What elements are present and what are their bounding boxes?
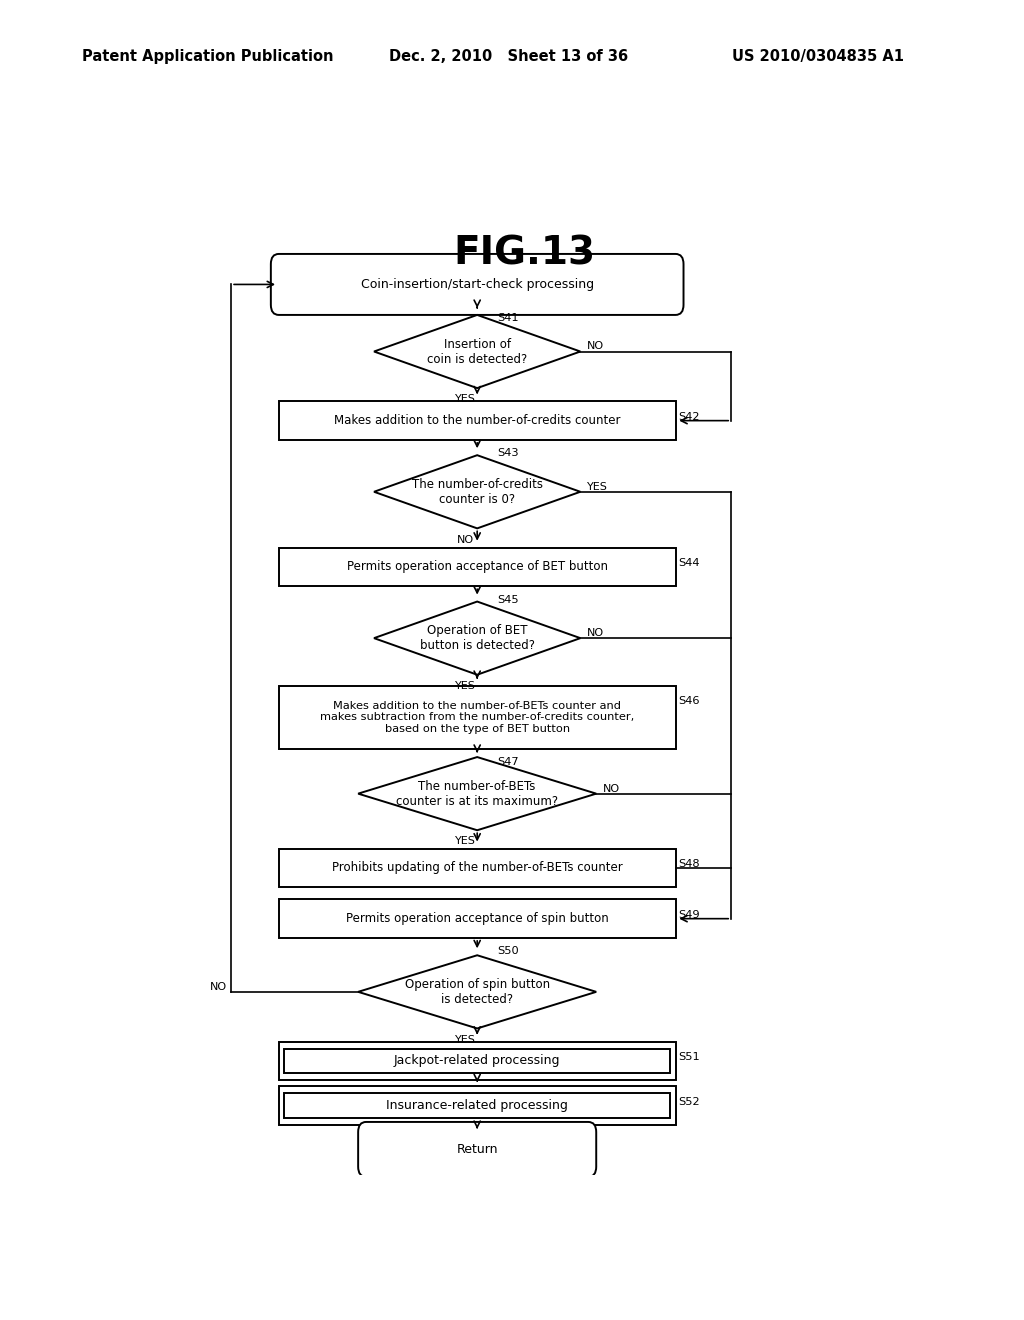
Text: S49: S49 <box>678 909 699 920</box>
Bar <box>279 899 676 939</box>
Text: S45: S45 <box>497 594 518 605</box>
Text: S42: S42 <box>678 412 699 421</box>
Text: S41: S41 <box>497 313 518 323</box>
Text: Return: Return <box>457 1143 498 1156</box>
Text: S44: S44 <box>678 558 699 568</box>
Text: Permits operation acceptance of BET button: Permits operation acceptance of BET butt… <box>347 561 607 573</box>
Text: YES: YES <box>455 681 476 690</box>
Bar <box>279 686 676 748</box>
Text: Operation of BET
button is detected?: Operation of BET button is detected? <box>420 624 535 652</box>
FancyBboxPatch shape <box>270 253 684 315</box>
Text: S51: S51 <box>678 1052 699 1061</box>
Text: S43: S43 <box>497 449 518 458</box>
Text: Dec. 2, 2010   Sheet 13 of 36: Dec. 2, 2010 Sheet 13 of 36 <box>389 49 629 65</box>
Text: FIG.13: FIG.13 <box>454 235 596 273</box>
Text: NO: NO <box>210 982 227 991</box>
Text: S46: S46 <box>678 696 699 706</box>
Text: Coin-insertion/start-check processing: Coin-insertion/start-check processing <box>360 279 594 290</box>
Text: S48: S48 <box>678 859 699 869</box>
Bar <box>279 548 676 586</box>
Polygon shape <box>358 758 596 830</box>
Text: The number-of-BETs
counter is at its maximum?: The number-of-BETs counter is at its max… <box>396 780 558 808</box>
Bar <box>279 1041 676 1080</box>
Text: Patent Application Publication: Patent Application Publication <box>82 49 334 65</box>
Text: Jackpot-related processing: Jackpot-related processing <box>394 1055 560 1068</box>
Text: S50: S50 <box>497 946 519 956</box>
Text: Permits operation acceptance of spin button: Permits operation acceptance of spin but… <box>346 912 608 925</box>
Text: Makes addition to the number-of-credits counter: Makes addition to the number-of-credits … <box>334 414 621 428</box>
Bar <box>279 1086 676 1125</box>
Text: NO: NO <box>457 535 474 545</box>
Polygon shape <box>374 315 581 388</box>
Text: YES: YES <box>455 1035 476 1044</box>
Text: YES: YES <box>587 482 607 491</box>
Bar <box>285 1093 670 1118</box>
Text: Makes addition to the number-of-BETs counter and
makes subtraction from the numb: Makes addition to the number-of-BETs cou… <box>321 701 634 734</box>
Bar <box>279 849 676 887</box>
Polygon shape <box>374 602 581 675</box>
Text: NO: NO <box>587 342 604 351</box>
Text: The number-of-credits
counter is 0?: The number-of-credits counter is 0? <box>412 478 543 506</box>
Text: S47: S47 <box>497 758 518 767</box>
Text: Insertion of
coin is detected?: Insertion of coin is detected? <box>427 338 527 366</box>
Text: NO: NO <box>587 628 604 638</box>
Text: YES: YES <box>455 395 476 404</box>
Text: S52: S52 <box>678 1097 699 1106</box>
Text: Prohibits updating of the number-of-BETs counter: Prohibits updating of the number-of-BETs… <box>332 862 623 874</box>
FancyBboxPatch shape <box>358 1122 596 1177</box>
Polygon shape <box>358 956 596 1028</box>
Text: NO: NO <box>602 784 620 793</box>
Bar <box>279 401 676 440</box>
Polygon shape <box>374 455 581 528</box>
Text: Insurance-related processing: Insurance-related processing <box>386 1100 568 1113</box>
Bar <box>285 1049 670 1073</box>
Text: Operation of spin button
is detected?: Operation of spin button is detected? <box>404 978 550 1006</box>
Text: YES: YES <box>455 837 476 846</box>
Text: US 2010/0304835 A1: US 2010/0304835 A1 <box>732 49 904 65</box>
